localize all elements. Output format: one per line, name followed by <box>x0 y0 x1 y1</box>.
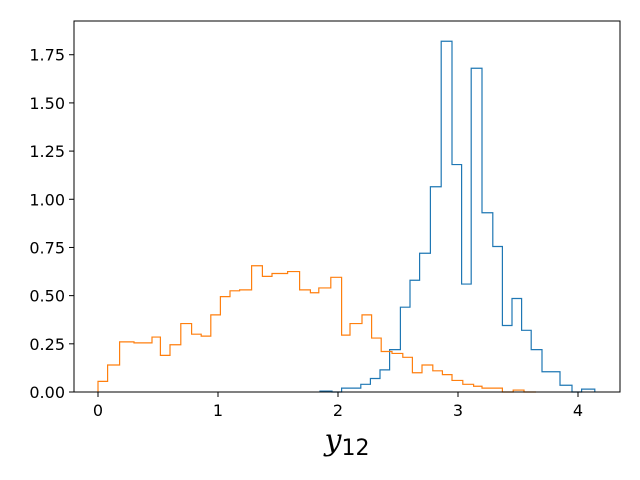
x-tick-label: 3 <box>453 401 463 420</box>
y-tick-label: 1.25 <box>29 142 65 161</box>
x-axis-ticks: 0 1 2 3 4 <box>93 392 583 420</box>
y-tick-label: 0.75 <box>29 238 65 257</box>
histogram-series-2 <box>97 265 536 393</box>
y-tick-label: 1.00 <box>29 190 65 209</box>
series-layer <box>97 40 596 393</box>
x-axis-label-subscript: 12 <box>341 436 369 461</box>
x-tick-label: 4 <box>573 401 583 420</box>
histogram-series-1 <box>319 40 596 393</box>
y-tick-label: 0.00 <box>29 383 65 402</box>
y-tick-label: 1.50 <box>29 94 65 113</box>
x-tick-label: 2 <box>333 401 343 420</box>
y-tick-label: 0.50 <box>29 287 65 306</box>
y-axis-ticks: 0.00 0.25 0.50 0.75 1.00 1.25 1.50 1.75 <box>29 46 74 402</box>
plot-frame <box>73 20 621 393</box>
x-axis-label: y12 <box>323 423 370 461</box>
x-tick-label: 0 <box>93 401 103 420</box>
y-tick-label: 0.25 <box>29 335 65 354</box>
y-tick-label: 1.75 <box>29 46 65 65</box>
x-axis-label-main: y <box>323 423 343 458</box>
x-tick-label: 1 <box>213 401 223 420</box>
